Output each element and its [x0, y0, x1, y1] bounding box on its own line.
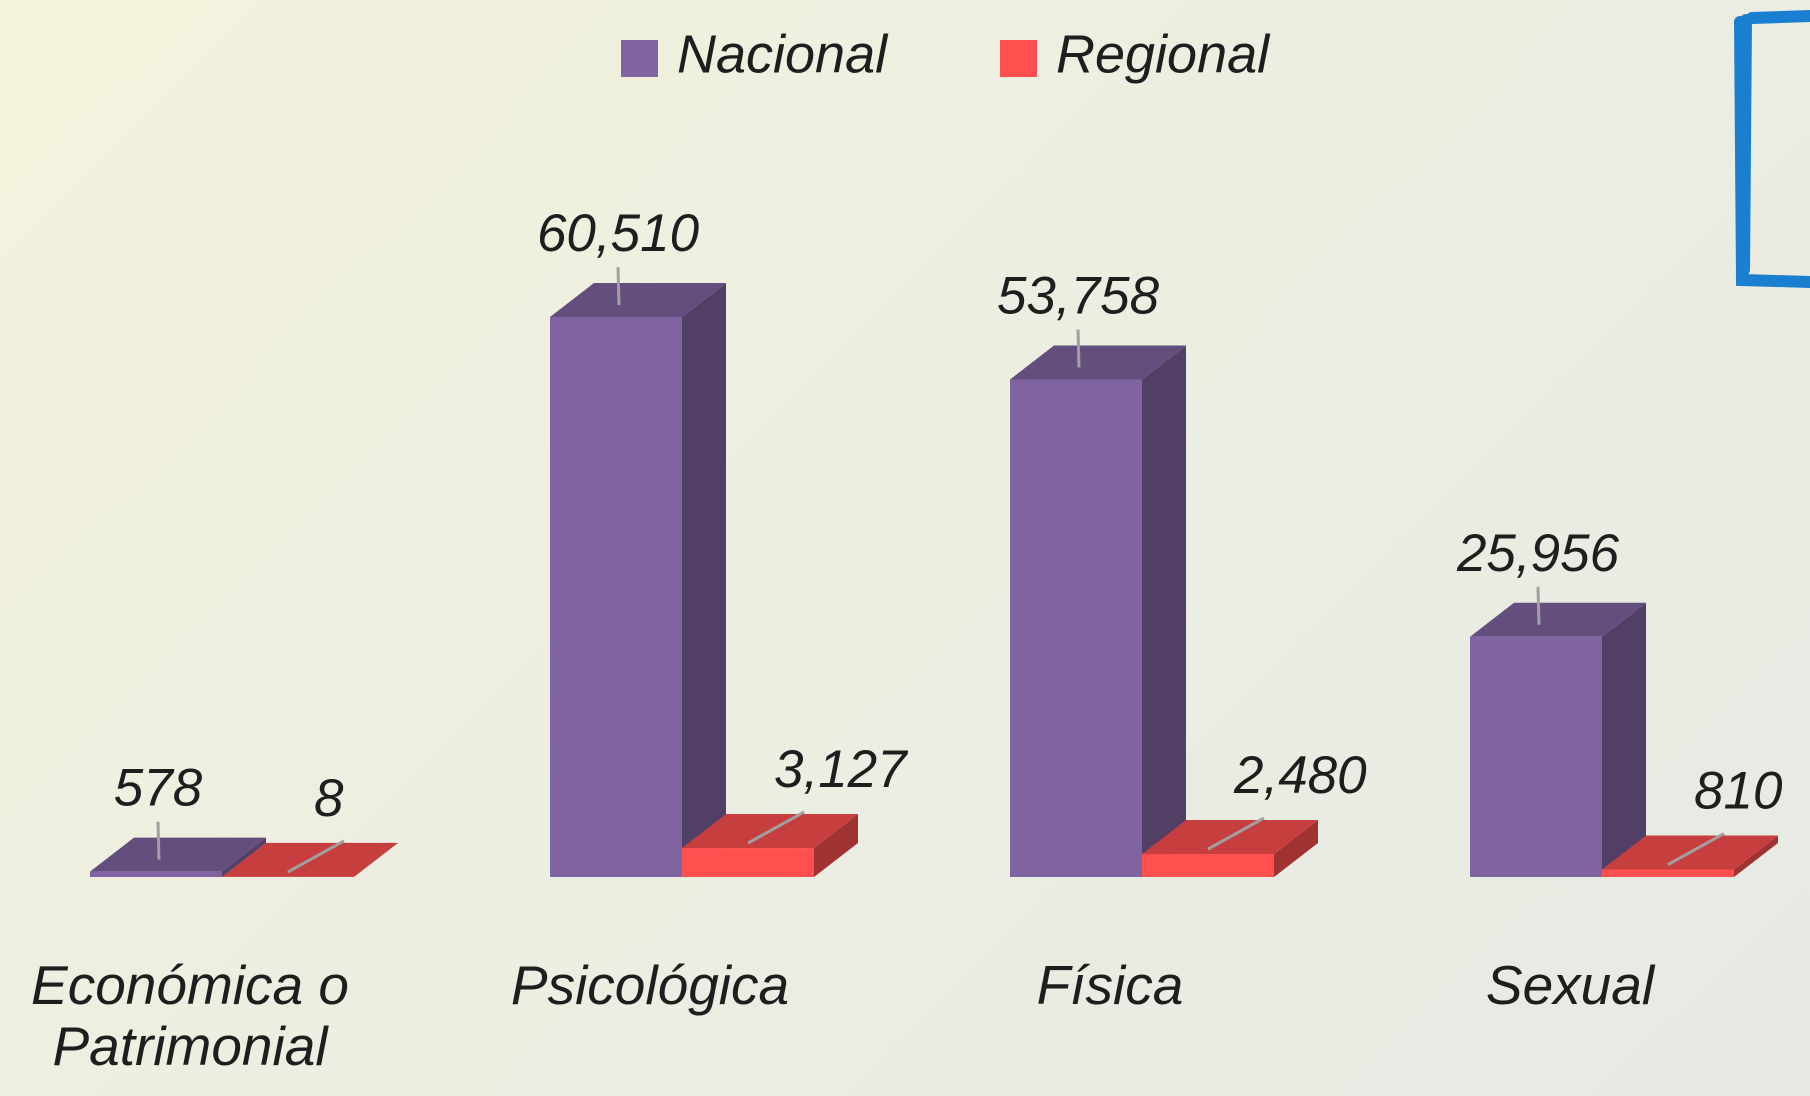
x-tick-label: Física: [1036, 954, 1184, 1016]
value-label: 578: [114, 759, 203, 818]
bar-top: [1470, 602, 1646, 637]
bar-top: [90, 837, 266, 872]
bar-top: [550, 283, 726, 317]
bar-front: [1602, 869, 1734, 877]
leader-line: [1536, 586, 1541, 625]
leader-line: [156, 821, 161, 860]
legend-label: Regional: [1056, 24, 1271, 84]
bar-side: [1142, 345, 1186, 877]
value-label: 810: [1694, 762, 1783, 821]
bar: [550, 283, 726, 877]
bar-front: [1470, 636, 1602, 877]
value-label: 60,510: [537, 204, 700, 263]
bar-front: [550, 317, 682, 877]
x-tick-label: Económica o Patrimonial: [31, 954, 349, 1077]
bar-front: [682, 848, 814, 877]
legend-swatch: [621, 40, 658, 77]
leader-line: [747, 810, 805, 845]
bar-side: [814, 814, 858, 877]
value-label: 25,956: [1456, 524, 1620, 583]
bar-top: [1010, 345, 1186, 380]
x-tick-label: Psicológica: [510, 954, 790, 1016]
bar-front: [1142, 854, 1274, 877]
bar-side: [1602, 602, 1646, 877]
bar-side: [354, 842, 398, 877]
leader-line: [1076, 329, 1081, 368]
value-label: 53,758: [997, 266, 1160, 325]
legend-label: Nacional: [677, 24, 889, 84]
bar-front: [90, 871, 222, 877]
value-label: 3,127: [774, 740, 909, 799]
decorative-bracket: [1734, 10, 1810, 288]
bar-side: [222, 837, 266, 877]
value-label: 2,480: [1233, 746, 1367, 805]
bar-side: [1274, 820, 1318, 877]
leader-line: [1207, 816, 1265, 851]
bar: [90, 837, 266, 877]
value-label: 8: [314, 769, 344, 828]
leader-line: [1667, 832, 1725, 866]
leader-line: [287, 839, 345, 874]
bar-front: [1010, 379, 1142, 877]
bar-side: [1734, 835, 1778, 877]
bar: [1010, 345, 1186, 877]
bar: [1470, 602, 1646, 877]
legend-swatch: [1000, 40, 1037, 77]
x-tick-label: Sexual: [1485, 954, 1655, 1016]
leader-line: [616, 266, 621, 306]
bar-side: [682, 283, 726, 877]
